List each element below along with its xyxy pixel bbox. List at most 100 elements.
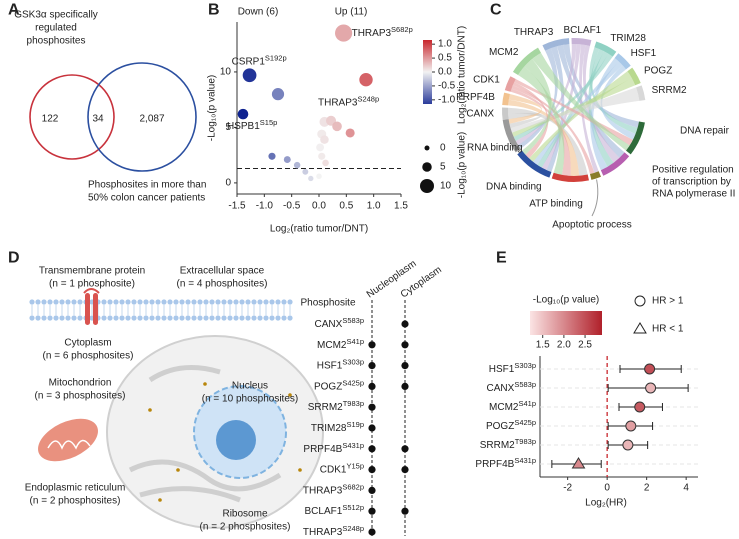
lipid <box>161 315 167 321</box>
y-axis-label: -Log₁₀(p value) <box>207 75 218 141</box>
term-label: ATP binding <box>529 199 583 210</box>
lipid <box>155 299 161 305</box>
gene-name: HSF1 <box>489 364 515 375</box>
point-label: HSPB1S15p <box>227 118 277 132</box>
presence-dot <box>401 341 409 349</box>
chord-link <box>518 66 565 175</box>
x-tick-label: 4 <box>683 483 689 494</box>
size-legend-label: 10 <box>440 181 452 192</box>
compartment-name: Transmembrane protein <box>39 266 145 277</box>
membrane-protein <box>83 288 100 294</box>
lipid <box>197 315 203 321</box>
gene-arc <box>627 67 641 86</box>
lipid <box>41 315 47 321</box>
gene-name: TRIM28 <box>311 423 347 434</box>
row-label: TRIM28S19p <box>311 420 364 434</box>
lipid <box>233 299 239 305</box>
lipid <box>215 315 221 321</box>
chord-link <box>579 44 599 173</box>
term-arc <box>502 119 521 153</box>
lipid <box>227 315 233 321</box>
x-tick-label: -0.5 <box>283 201 301 212</box>
lipid <box>149 315 155 321</box>
presence-dot <box>368 424 376 432</box>
legend-label: HR > 1 <box>652 296 684 307</box>
chord-link <box>529 71 632 162</box>
compartment-count: (n = 10 phosphosites) <box>202 394 298 405</box>
lipid <box>239 299 245 305</box>
gene-label: THRAP3 <box>514 27 554 38</box>
presence-dot <box>401 320 409 328</box>
gene-name: THRAP3 <box>318 97 358 108</box>
gene-arc <box>502 92 510 106</box>
site-label: S425p <box>342 378 364 387</box>
gene-arc <box>571 38 592 46</box>
lipid <box>143 315 149 321</box>
lipid <box>245 315 251 321</box>
lipid <box>257 315 263 321</box>
lipid <box>113 315 119 321</box>
row-label: BCLAF1S512p <box>305 503 364 517</box>
lipid <box>287 299 293 305</box>
size-legend-mark <box>420 179 434 193</box>
lipid <box>125 315 131 321</box>
colorbar-tick-label: -1.0 <box>438 94 456 105</box>
chord-link <box>600 65 636 140</box>
size-legend-label: 0 <box>440 143 446 154</box>
point <box>345 128 355 138</box>
site-label: S19p <box>346 420 364 429</box>
lipid <box>281 315 287 321</box>
gene-label: CDK1 <box>473 75 500 86</box>
lipid <box>71 299 77 305</box>
venn-label: GSK3α specifically <box>14 10 98 21</box>
lipid <box>131 299 137 305</box>
hr-point <box>571 457 586 469</box>
gene-name: SRRM2 <box>480 440 515 451</box>
presence-dot <box>368 403 376 411</box>
lipid <box>173 299 179 305</box>
point-label: THRAP3S682p <box>352 25 413 39</box>
point <box>316 143 325 152</box>
row-label: SRRM2T983p <box>308 399 364 413</box>
term-arc <box>626 121 645 155</box>
chord-link <box>582 45 620 163</box>
table-header: Phosphosite <box>300 298 355 309</box>
term-arc <box>517 150 552 178</box>
term-label: DNA repair <box>680 126 730 137</box>
chord-link <box>510 87 640 133</box>
venn-count: 122 <box>42 114 59 125</box>
gene-arc <box>502 107 509 121</box>
lipid <box>251 315 257 321</box>
lipid <box>119 299 125 305</box>
membrane-protein <box>85 293 90 325</box>
lipid <box>65 315 71 321</box>
lipid <box>167 299 173 305</box>
chord-link <box>532 52 630 151</box>
site-label: S15p <box>260 118 278 127</box>
site-label: S248p <box>357 94 379 103</box>
site-label: S583p <box>342 316 364 325</box>
legend-shape <box>633 322 647 334</box>
gene-name: THRAP3 <box>303 485 343 496</box>
term-arc <box>589 171 601 180</box>
lipid <box>209 315 215 321</box>
gene-label: HSF1 <box>631 48 657 59</box>
lipid <box>173 315 179 321</box>
lipid <box>221 315 227 321</box>
gene-arc <box>504 76 516 92</box>
y-tick-label: PRPF4BS431p <box>475 456 536 470</box>
site-label: S41p <box>518 399 536 408</box>
panel-label: A <box>8 2 20 19</box>
lipid <box>137 315 143 321</box>
lipid <box>245 299 251 305</box>
lipid <box>269 299 275 305</box>
point <box>318 152 326 160</box>
lipid <box>113 299 119 305</box>
panel-label: B <box>208 2 220 19</box>
gene-name: SRRM2 <box>308 402 343 413</box>
colorbar-tick-label: 1.0 <box>438 39 452 50</box>
site-label: S431p <box>514 456 536 465</box>
chord-link <box>508 112 542 129</box>
chord-link <box>518 48 558 149</box>
gene-label: PRPF4B <box>456 92 495 103</box>
